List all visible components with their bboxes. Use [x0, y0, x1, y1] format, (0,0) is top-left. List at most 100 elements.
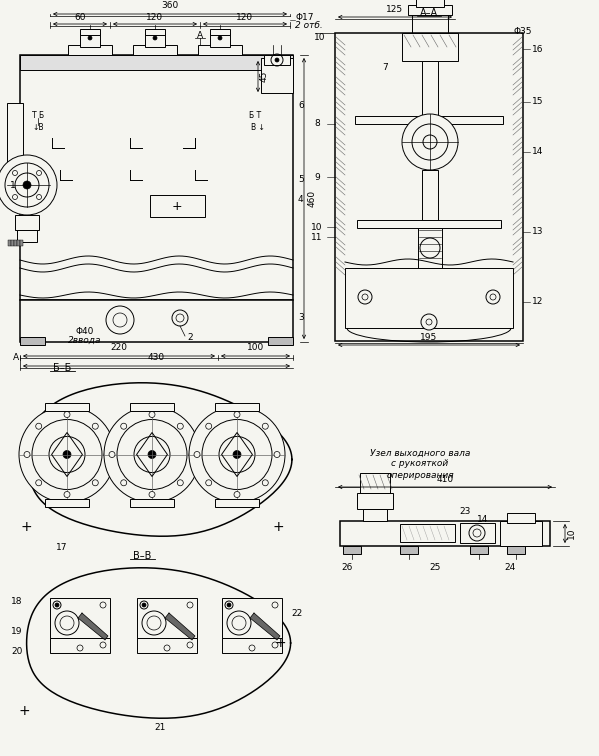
- Circle shape: [234, 491, 240, 497]
- Text: 24: 24: [504, 562, 516, 572]
- Circle shape: [36, 480, 42, 486]
- Text: Узел выходного вала: Узел выходного вала: [370, 448, 470, 457]
- Circle shape: [227, 603, 231, 607]
- Circle shape: [275, 58, 279, 62]
- Circle shape: [106, 306, 134, 334]
- Bar: [400, 546, 418, 554]
- Text: 23: 23: [459, 507, 471, 516]
- Circle shape: [420, 238, 440, 258]
- Bar: [357, 493, 393, 509]
- Circle shape: [23, 181, 31, 189]
- Circle shape: [272, 642, 278, 648]
- Bar: [222, 598, 282, 638]
- Bar: [340, 521, 550, 546]
- Circle shape: [104, 451, 110, 457]
- Text: 10: 10: [314, 33, 326, 42]
- Text: Φ40: Φ40: [76, 327, 94, 336]
- Bar: [130, 498, 174, 507]
- Bar: [416, 0, 444, 7]
- Circle shape: [77, 645, 83, 651]
- Bar: [133, 45, 177, 55]
- Bar: [80, 29, 100, 35]
- Bar: [198, 45, 242, 55]
- Bar: [17, 240, 20, 246]
- Text: +: +: [272, 520, 284, 534]
- Circle shape: [225, 601, 233, 609]
- Circle shape: [55, 603, 59, 607]
- Bar: [20, 337, 45, 345]
- Text: 15: 15: [533, 98, 544, 107]
- Circle shape: [24, 451, 30, 457]
- Text: +: +: [20, 520, 32, 534]
- Polygon shape: [28, 383, 292, 536]
- Bar: [68, 45, 112, 55]
- Bar: [20, 240, 23, 246]
- Bar: [15, 215, 39, 230]
- Circle shape: [147, 616, 161, 630]
- Bar: [500, 521, 542, 546]
- Text: 10: 10: [567, 528, 576, 539]
- Bar: [17, 230, 37, 242]
- Circle shape: [469, 525, 485, 541]
- Circle shape: [149, 491, 155, 497]
- Bar: [363, 509, 387, 521]
- Bar: [355, 116, 503, 124]
- Circle shape: [32, 420, 102, 489]
- Text: 22: 22: [291, 609, 302, 618]
- Text: 195: 195: [420, 333, 438, 342]
- Circle shape: [412, 124, 448, 160]
- Circle shape: [53, 601, 61, 609]
- Bar: [360, 473, 390, 493]
- Circle shape: [358, 290, 372, 304]
- Text: Б–Б: Б–Б: [53, 363, 71, 373]
- Circle shape: [274, 451, 280, 457]
- Circle shape: [142, 603, 146, 607]
- Bar: [507, 546, 525, 554]
- Text: 1: 1: [10, 181, 16, 190]
- Circle shape: [63, 451, 71, 458]
- Circle shape: [15, 173, 39, 197]
- Bar: [408, 5, 452, 15]
- Bar: [50, 638, 110, 653]
- Text: A: A: [13, 354, 19, 362]
- Text: 460: 460: [307, 190, 316, 207]
- Polygon shape: [165, 613, 195, 640]
- Bar: [507, 513, 535, 523]
- Bar: [11, 240, 14, 246]
- Text: В–В: В–В: [133, 551, 151, 561]
- Text: 14: 14: [533, 147, 544, 156]
- Circle shape: [205, 480, 211, 486]
- Bar: [80, 33, 100, 47]
- Bar: [45, 498, 89, 507]
- Circle shape: [218, 36, 222, 40]
- Bar: [268, 337, 293, 345]
- Bar: [215, 402, 259, 411]
- Circle shape: [177, 480, 183, 486]
- Text: 17: 17: [56, 543, 68, 551]
- Bar: [137, 598, 197, 638]
- Text: +: +: [274, 636, 286, 650]
- Polygon shape: [250, 613, 280, 640]
- Circle shape: [262, 480, 268, 486]
- Circle shape: [234, 411, 240, 417]
- Circle shape: [134, 436, 170, 472]
- Text: 11: 11: [311, 233, 323, 241]
- Text: 6: 6: [298, 101, 304, 110]
- Circle shape: [219, 436, 255, 472]
- Bar: [50, 598, 110, 638]
- Bar: [357, 220, 501, 228]
- Text: Т Б: Т Б: [32, 110, 44, 119]
- Bar: [210, 33, 230, 47]
- Circle shape: [153, 36, 157, 40]
- Circle shape: [205, 423, 211, 429]
- Bar: [470, 546, 488, 554]
- Text: 9: 9: [314, 172, 320, 181]
- Circle shape: [232, 616, 246, 630]
- Text: 120: 120: [237, 13, 253, 21]
- Text: 120: 120: [146, 13, 164, 21]
- Text: Φ17: Φ17: [295, 13, 313, 21]
- Bar: [145, 29, 165, 35]
- Text: 410: 410: [437, 475, 453, 484]
- Text: 2ввода: 2ввода: [68, 336, 102, 345]
- Text: 100: 100: [247, 343, 264, 352]
